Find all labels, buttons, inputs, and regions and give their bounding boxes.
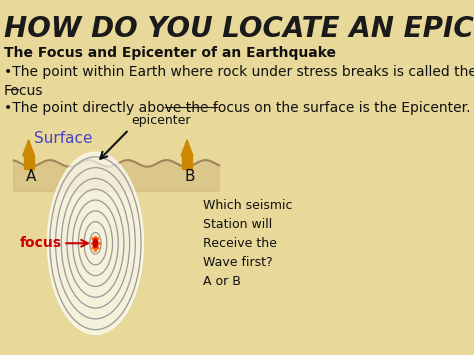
Polygon shape bbox=[14, 160, 219, 192]
Circle shape bbox=[47, 152, 144, 334]
Text: Surface: Surface bbox=[34, 131, 92, 146]
Text: epicenter: epicenter bbox=[131, 114, 191, 127]
Text: B: B bbox=[184, 169, 195, 184]
Circle shape bbox=[93, 239, 98, 247]
Text: Focus: Focus bbox=[4, 83, 43, 98]
Text: A: A bbox=[26, 169, 36, 184]
Text: HOW DO YOU LOCATE AN EPICENTER?: HOW DO YOU LOCATE AN EPICENTER? bbox=[4, 16, 474, 43]
Text: •The point within Earth where rock under stress breaks is called the: •The point within Earth where rock under… bbox=[4, 65, 474, 79]
FancyBboxPatch shape bbox=[24, 156, 34, 169]
Text: The Focus and Epicenter of an Earthquake: The Focus and Epicenter of an Earthquake bbox=[4, 46, 336, 60]
Text: Which seismic
Station will
Receive the
Wave first?
A or B: Which seismic Station will Receive the W… bbox=[203, 199, 292, 288]
FancyBboxPatch shape bbox=[182, 156, 192, 169]
Polygon shape bbox=[181, 140, 193, 156]
Polygon shape bbox=[23, 140, 35, 156]
Text: focus: focus bbox=[19, 236, 61, 250]
Text: •The point directly above the focus on the surface is the Epicenter.: •The point directly above the focus on t… bbox=[4, 101, 470, 115]
